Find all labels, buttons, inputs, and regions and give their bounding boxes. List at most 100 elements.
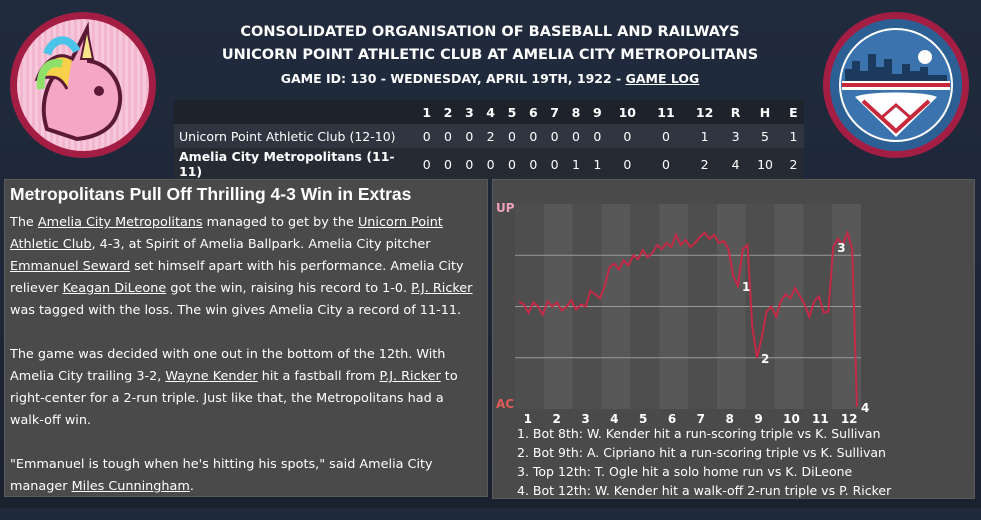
linescore-cell: 0 — [458, 148, 480, 180]
inning-tick-12: 12 — [841, 412, 858, 426]
key-play-1: 1. Bot 8th: W. Kender hit a run-scoring … — [517, 426, 881, 441]
linescore-cell: 5 — [747, 124, 783, 148]
linescore-cell: 1 — [782, 124, 804, 148]
recap-text: set himself apart with his performance. … — [10, 259, 464, 296]
recap-link[interactable]: Emmanuel Seward — [10, 259, 131, 274]
play-marker-2: 2 — [761, 352, 769, 366]
linescore-cell: 0 — [543, 148, 566, 180]
game-log-link[interactable]: GAME LOG — [625, 71, 700, 86]
play-marker-1: 1 — [742, 280, 750, 294]
linescore-cell: 0 — [646, 124, 686, 148]
recap-link[interactable]: P.J. Ricker — [411, 281, 473, 296]
inning-header-5: 5 — [501, 100, 523, 124]
inning-tick-6: 6 — [668, 412, 676, 426]
key-play-3: 3. Top 12th: T. Ogle hit a solo home run… — [517, 464, 853, 479]
recap-text: The — [10, 215, 38, 230]
inning-tick-11: 11 — [812, 412, 829, 426]
recap-link[interactable]: Amelia City Metropolitans — [37, 215, 203, 230]
game-recap-panel: Metropolitans Pull Off Thrilling 4-3 Win… — [4, 179, 488, 497]
key-play-2: 2. Bot 9th: A. Cipriano hit a run-scorin… — [517, 445, 886, 460]
linescore-cell: 0 — [646, 148, 686, 180]
linescore-cell: 0 — [501, 124, 523, 148]
linescore-row: Unicorn Point Athletic Club (12-10) 0 0 0 2 0… — [174, 124, 804, 148]
inning-tick-5: 5 — [639, 412, 647, 426]
total-header-e: E — [782, 100, 804, 124]
linescore-cell: 0 — [437, 148, 459, 180]
play-marker-4: 4 — [861, 401, 869, 415]
recap-link[interactable]: P.J. Ricker — [379, 369, 441, 384]
inning-tick-9: 9 — [754, 412, 762, 426]
play-marker-3: 3 — [837, 241, 845, 255]
recap-text: to right-center for a 2-run triple. Just… — [10, 369, 458, 428]
recap-text: . — [189, 479, 194, 494]
inning-tick-4: 4 — [610, 412, 618, 426]
inning-header-10: 10 — [607, 100, 647, 124]
recap-text: "Emmanuel is tough when he's hitting his… — [10, 457, 433, 494]
linescore-cell: 0 — [543, 124, 566, 148]
unicorn-point-logo[interactable] — [10, 12, 156, 158]
linescore-cell: 2 — [782, 148, 804, 180]
recap-paragraph-2: The game was decided with one out in the… — [10, 344, 480, 432]
linescore-cell: 0 — [416, 148, 438, 180]
amelia-city-logo[interactable] — [823, 12, 969, 158]
inning-tick-8: 8 — [725, 412, 733, 426]
matchup-title: UNICORN POINT ATHLETIC CLUB AT AMELIA CI… — [221, 47, 759, 63]
inning-tick-7: 7 — [697, 412, 705, 426]
ballpark-skyline-icon — [830, 19, 962, 151]
recap-text: The game was decided with one out in the… — [10, 347, 446, 384]
recap-text: managed to get by the — [202, 215, 358, 230]
inning-tick-3: 3 — [581, 412, 589, 426]
total-header-r: R — [723, 100, 748, 124]
inning-header-2: 2 — [437, 100, 459, 124]
key-play-4: 4. Bot 12th: W. Kender hit a walk-off 2-… — [517, 483, 892, 498]
linescore-cell: 10 — [747, 148, 783, 180]
inning-header-9: 9 — [586, 100, 608, 124]
linescore-cell: 4 — [723, 148, 748, 180]
linescore-cell: 1 — [586, 148, 608, 180]
game-info-text: GAME ID: 130 - WEDNESDAY, APRIL 19TH, 19… — [280, 71, 626, 86]
linescore-cell: 0 — [607, 148, 647, 180]
recap-title: Metropolitans Pull Off Thrilling 4-3 Win… — [10, 184, 412, 204]
recap-text: got the win, raising his record to 1-0. — [166, 281, 412, 296]
linescore-cell: 0 — [522, 124, 544, 148]
inning-header-3: 3 — [458, 100, 480, 124]
linescore-cell: 0 — [416, 124, 438, 148]
linescore-cell: 1 — [685, 124, 724, 148]
recap-link[interactable]: Miles Cunningham — [71, 479, 190, 494]
inning-tick-2: 2 — [552, 412, 560, 426]
recap-link[interactable]: Keagan DiLeone — [62, 281, 167, 296]
linescore-table: 1 2 3 4 5 6 7 8 9 10 11 12 R H E Unicorn Point Athleti… — [174, 100, 804, 180]
inning-header-12: 12 — [685, 100, 724, 124]
linescore-header-row: 1 2 3 4 5 6 7 8 9 10 11 12 R H E — [174, 100, 804, 124]
recap-text: hit a fastball from — [257, 369, 380, 384]
linescore-cell: 2 — [685, 148, 724, 180]
linescore-cell: 0 — [586, 124, 608, 148]
linescore-cell: 0 — [501, 148, 523, 180]
inning-header-11: 11 — [646, 100, 686, 124]
inning-header-1: 1 — [416, 100, 438, 124]
game-info: GAME ID: 130 - WEDNESDAY, APRIL 19TH, 19… — [160, 71, 820, 86]
linescore-cell: 0 — [479, 148, 502, 180]
linescore-cell: 0 — [458, 124, 480, 148]
win-probability-panel: 1 2 3 4 UP AC 1 2 3 4 5 6 7 8 9 10 11 12 1. Bot 8th: W. K… — [492, 179, 975, 499]
inning-tick-10: 10 — [783, 412, 800, 426]
linescore-row: Amelia City Metropolitans (11-11) 0 0 0 0 0 0 0… — [174, 148, 804, 180]
inning-header-6: 6 — [522, 100, 544, 124]
linescore-cell: 0 — [565, 124, 587, 148]
recap-link[interactable]: Unicorn Point Athletic Club — [10, 215, 443, 252]
linescore-cell: 2 — [479, 124, 502, 148]
total-header-h: H — [747, 100, 783, 124]
ac-axis-label: AC — [496, 397, 514, 411]
inning-header-8: 8 — [565, 100, 587, 124]
team-header — [174, 100, 416, 124]
linescore-cell: 1 — [565, 148, 587, 180]
recap-body: The Amelia City Metropolitans managed to… — [10, 212, 480, 520]
linescore-cell: 0 — [437, 124, 459, 148]
inning-header-4: 4 — [479, 100, 502, 124]
team-name[interactable]: Unicorn Point Athletic Club (12-10) — [174, 124, 416, 148]
up-axis-label: UP — [496, 201, 515, 215]
team-name[interactable]: Amelia City Metropolitans (11-11) — [174, 148, 416, 180]
linescore-cell: 0 — [607, 124, 647, 148]
recap-link[interactable]: Wayne Kender — [165, 369, 258, 384]
